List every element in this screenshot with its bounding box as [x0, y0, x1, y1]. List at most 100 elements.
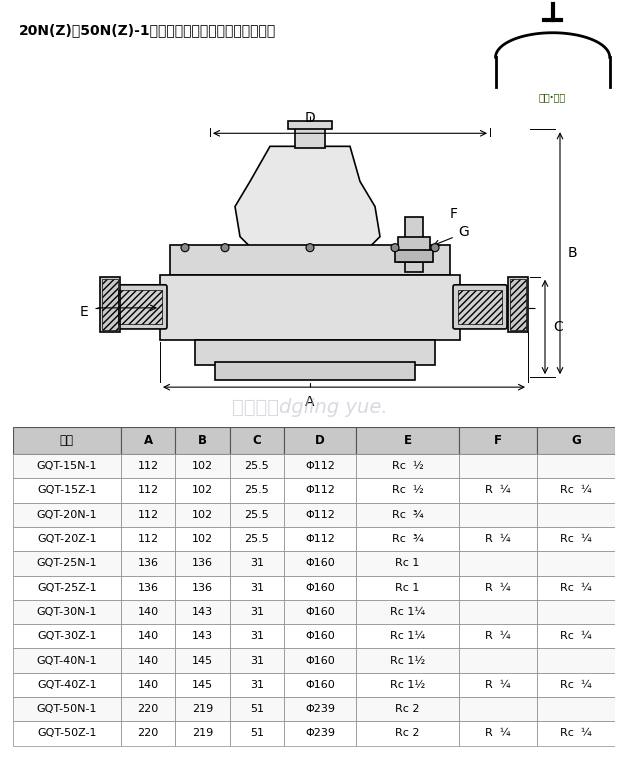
FancyBboxPatch shape: [537, 575, 615, 600]
Text: Rc  ½: Rc ½: [392, 461, 423, 472]
FancyBboxPatch shape: [458, 673, 537, 697]
Circle shape: [221, 243, 229, 252]
FancyBboxPatch shape: [230, 503, 284, 527]
Text: Φ160: Φ160: [305, 680, 335, 690]
FancyBboxPatch shape: [458, 649, 537, 673]
Text: GQT-20N-1: GQT-20N-1: [36, 510, 97, 520]
Text: A: A: [144, 434, 153, 447]
Text: 25.5: 25.5: [244, 485, 269, 495]
Text: Rc  ¼: Rc ¼: [560, 485, 592, 495]
Text: Rc  ¼: Rc ¼: [560, 583, 592, 593]
FancyBboxPatch shape: [121, 600, 175, 624]
Text: E: E: [79, 305, 88, 319]
FancyBboxPatch shape: [284, 551, 356, 575]
Text: 51: 51: [250, 729, 264, 739]
FancyBboxPatch shape: [458, 721, 537, 745]
Text: Φ160: Φ160: [305, 583, 335, 593]
FancyBboxPatch shape: [537, 454, 615, 478]
Text: R  ¼: R ¼: [485, 729, 511, 739]
Bar: [295, 126, 325, 148]
Text: 25.5: 25.5: [244, 534, 269, 544]
Text: GQT-40Z-1: GQT-40Z-1: [37, 680, 97, 690]
FancyBboxPatch shape: [230, 427, 284, 454]
Text: R  ¼: R ¼: [485, 534, 511, 544]
Text: 112: 112: [138, 534, 159, 544]
FancyBboxPatch shape: [458, 478, 537, 503]
Text: Rc 1¼: Rc 1¼: [390, 631, 425, 641]
Text: Rc 1½: Rc 1½: [390, 655, 425, 665]
Text: 20N(Z)～50N(Z)-1型调压器外型及连接尺寸按图和表: 20N(Z)～50N(Z)-1型调压器外型及连接尺寸按图和表: [19, 24, 276, 37]
Bar: [508, 277, 528, 332]
FancyBboxPatch shape: [121, 427, 175, 454]
FancyBboxPatch shape: [230, 624, 284, 649]
FancyBboxPatch shape: [121, 721, 175, 745]
Bar: [170, 245, 450, 275]
FancyBboxPatch shape: [356, 673, 458, 697]
Text: 型号: 型号: [60, 434, 74, 447]
Text: 31: 31: [250, 680, 264, 690]
Bar: [118, 290, 162, 324]
Text: 143: 143: [192, 631, 213, 641]
FancyBboxPatch shape: [537, 697, 615, 721]
FancyBboxPatch shape: [13, 697, 121, 721]
Text: Φ160: Φ160: [305, 631, 335, 641]
Text: 102: 102: [192, 461, 213, 472]
FancyBboxPatch shape: [458, 527, 537, 551]
FancyBboxPatch shape: [458, 427, 537, 454]
Text: 31: 31: [250, 631, 264, 641]
FancyBboxPatch shape: [356, 697, 458, 721]
FancyBboxPatch shape: [284, 649, 356, 673]
FancyBboxPatch shape: [230, 697, 284, 721]
FancyBboxPatch shape: [537, 527, 615, 551]
FancyBboxPatch shape: [284, 600, 356, 624]
Text: 140: 140: [138, 680, 159, 690]
Text: 145: 145: [192, 680, 213, 690]
Bar: [288, 121, 332, 129]
Bar: [398, 237, 430, 262]
FancyBboxPatch shape: [356, 649, 458, 673]
Text: 220: 220: [138, 704, 159, 714]
FancyBboxPatch shape: [230, 600, 284, 624]
Text: 102: 102: [192, 510, 213, 520]
Text: Φ160: Φ160: [305, 655, 335, 665]
Text: Rc  ½: Rc ½: [392, 485, 423, 495]
Text: 浙江·亚工: 浙江·亚工: [539, 92, 566, 102]
Text: GQT-25Z-1: GQT-25Z-1: [37, 583, 97, 593]
Circle shape: [431, 243, 439, 252]
Text: GQT-15N-1: GQT-15N-1: [36, 461, 97, 472]
Text: Φ160: Φ160: [305, 559, 335, 568]
Text: A: A: [305, 395, 315, 409]
FancyBboxPatch shape: [537, 503, 615, 527]
Text: B: B: [198, 434, 207, 447]
FancyBboxPatch shape: [284, 503, 356, 527]
Text: GQT-40N-1: GQT-40N-1: [36, 655, 97, 665]
FancyBboxPatch shape: [284, 427, 356, 454]
FancyBboxPatch shape: [13, 527, 121, 551]
Text: 31: 31: [250, 655, 264, 665]
FancyBboxPatch shape: [175, 503, 230, 527]
Text: 51: 51: [250, 704, 264, 714]
Bar: [100, 277, 120, 332]
FancyBboxPatch shape: [175, 600, 230, 624]
FancyBboxPatch shape: [537, 624, 615, 649]
Text: B: B: [568, 246, 578, 259]
FancyBboxPatch shape: [13, 575, 121, 600]
FancyBboxPatch shape: [230, 551, 284, 575]
FancyBboxPatch shape: [175, 624, 230, 649]
FancyBboxPatch shape: [13, 624, 121, 649]
FancyBboxPatch shape: [230, 673, 284, 697]
Text: 136: 136: [192, 559, 213, 568]
FancyBboxPatch shape: [175, 575, 230, 600]
Text: Rc  ¼: Rc ¼: [560, 534, 592, 544]
FancyBboxPatch shape: [121, 673, 175, 697]
FancyBboxPatch shape: [121, 527, 175, 551]
Text: F: F: [450, 207, 458, 221]
FancyBboxPatch shape: [453, 285, 507, 329]
Text: D: D: [305, 111, 315, 125]
FancyBboxPatch shape: [175, 454, 230, 478]
FancyBboxPatch shape: [121, 454, 175, 478]
FancyBboxPatch shape: [13, 427, 121, 454]
Text: Φ239: Φ239: [305, 729, 335, 739]
FancyBboxPatch shape: [230, 575, 284, 600]
FancyBboxPatch shape: [13, 551, 121, 575]
